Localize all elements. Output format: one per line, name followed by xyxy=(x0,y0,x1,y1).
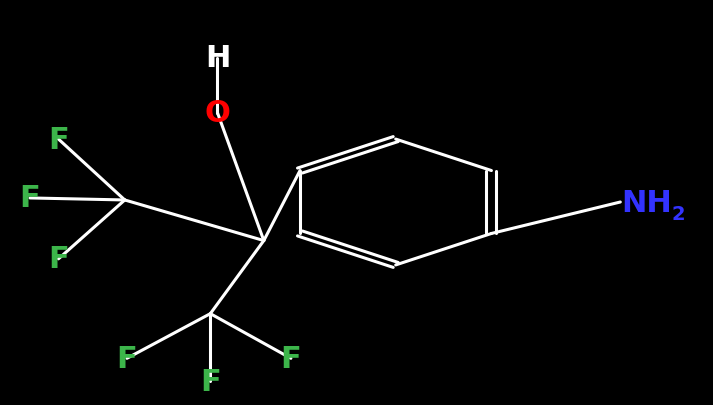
Text: F: F xyxy=(200,367,221,396)
Text: H: H xyxy=(205,44,230,73)
Text: F: F xyxy=(116,344,138,373)
Text: F: F xyxy=(48,125,69,154)
Text: NH: NH xyxy=(622,188,672,217)
Text: F: F xyxy=(19,184,41,213)
Text: F: F xyxy=(280,344,302,373)
Text: O: O xyxy=(205,99,230,128)
Text: F: F xyxy=(48,245,69,274)
Text: 2: 2 xyxy=(672,205,685,223)
